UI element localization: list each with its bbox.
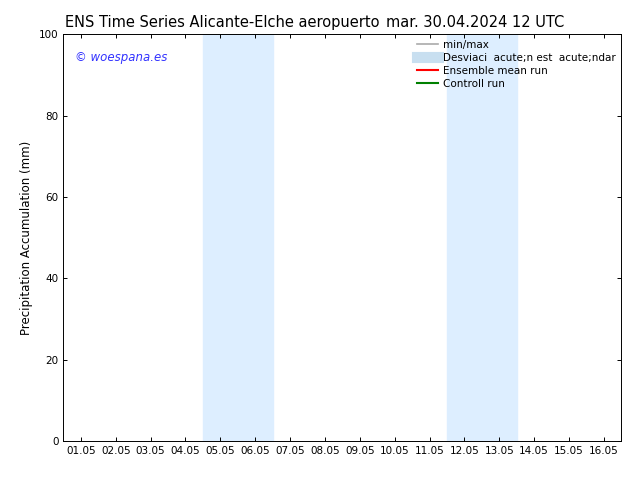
Bar	[447, 34, 517, 441]
Text: © woespana.es: © woespana.es	[75, 50, 167, 64]
Bar	[203, 34, 273, 441]
Legend: min/max, Desviaci  acute;n est  acute;ndar, Ensemble mean run, Controll run: min/max, Desviaci acute;n est acute;ndar…	[417, 40, 616, 89]
Y-axis label: Precipitation Accumulation (mm): Precipitation Accumulation (mm)	[20, 141, 34, 335]
Text: ENS Time Series Alicante-Elche aeropuerto: ENS Time Series Alicante-Elche aeropuert…	[65, 15, 379, 30]
Text: mar. 30.04.2024 12 UTC: mar. 30.04.2024 12 UTC	[386, 15, 565, 30]
